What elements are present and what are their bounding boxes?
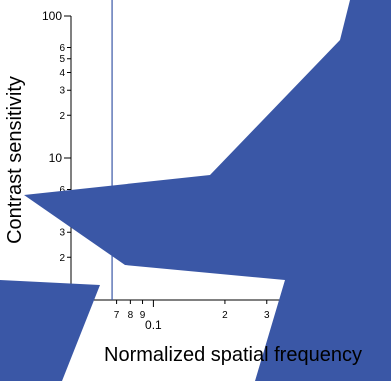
y-tick-label: 4	[59, 68, 65, 79]
y-ticks: 234561023456100	[42, 9, 71, 264]
y-tick-label: 5	[59, 54, 65, 65]
y-tick-label: 2	[59, 253, 65, 264]
occluding-star-shape	[24, 0, 391, 381]
y-tick-label: 3	[59, 228, 65, 239]
x-axis-title: Normalized spatial frequency	[104, 344, 362, 366]
x-tick-label: 8	[128, 310, 134, 321]
x-tick-label: 0.1	[145, 318, 162, 332]
y-tick-label: 6	[59, 43, 65, 54]
y-axis-title: Contrast sensitivity	[4, 76, 26, 244]
y-tick-label: 6	[59, 185, 65, 196]
y-tick-label: 3	[59, 86, 65, 97]
x-tick-label: 7	[114, 310, 120, 321]
y-tick-label: 10	[49, 151, 63, 165]
x-tick-label: 2	[222, 310, 228, 321]
y-tick-label: 2	[59, 111, 65, 122]
y-tick-label: 100	[42, 9, 62, 23]
x-tick-label: 3	[264, 310, 270, 321]
x-tick-label: 9	[140, 310, 146, 321]
occluding-bottom-left-shape	[0, 280, 100, 381]
